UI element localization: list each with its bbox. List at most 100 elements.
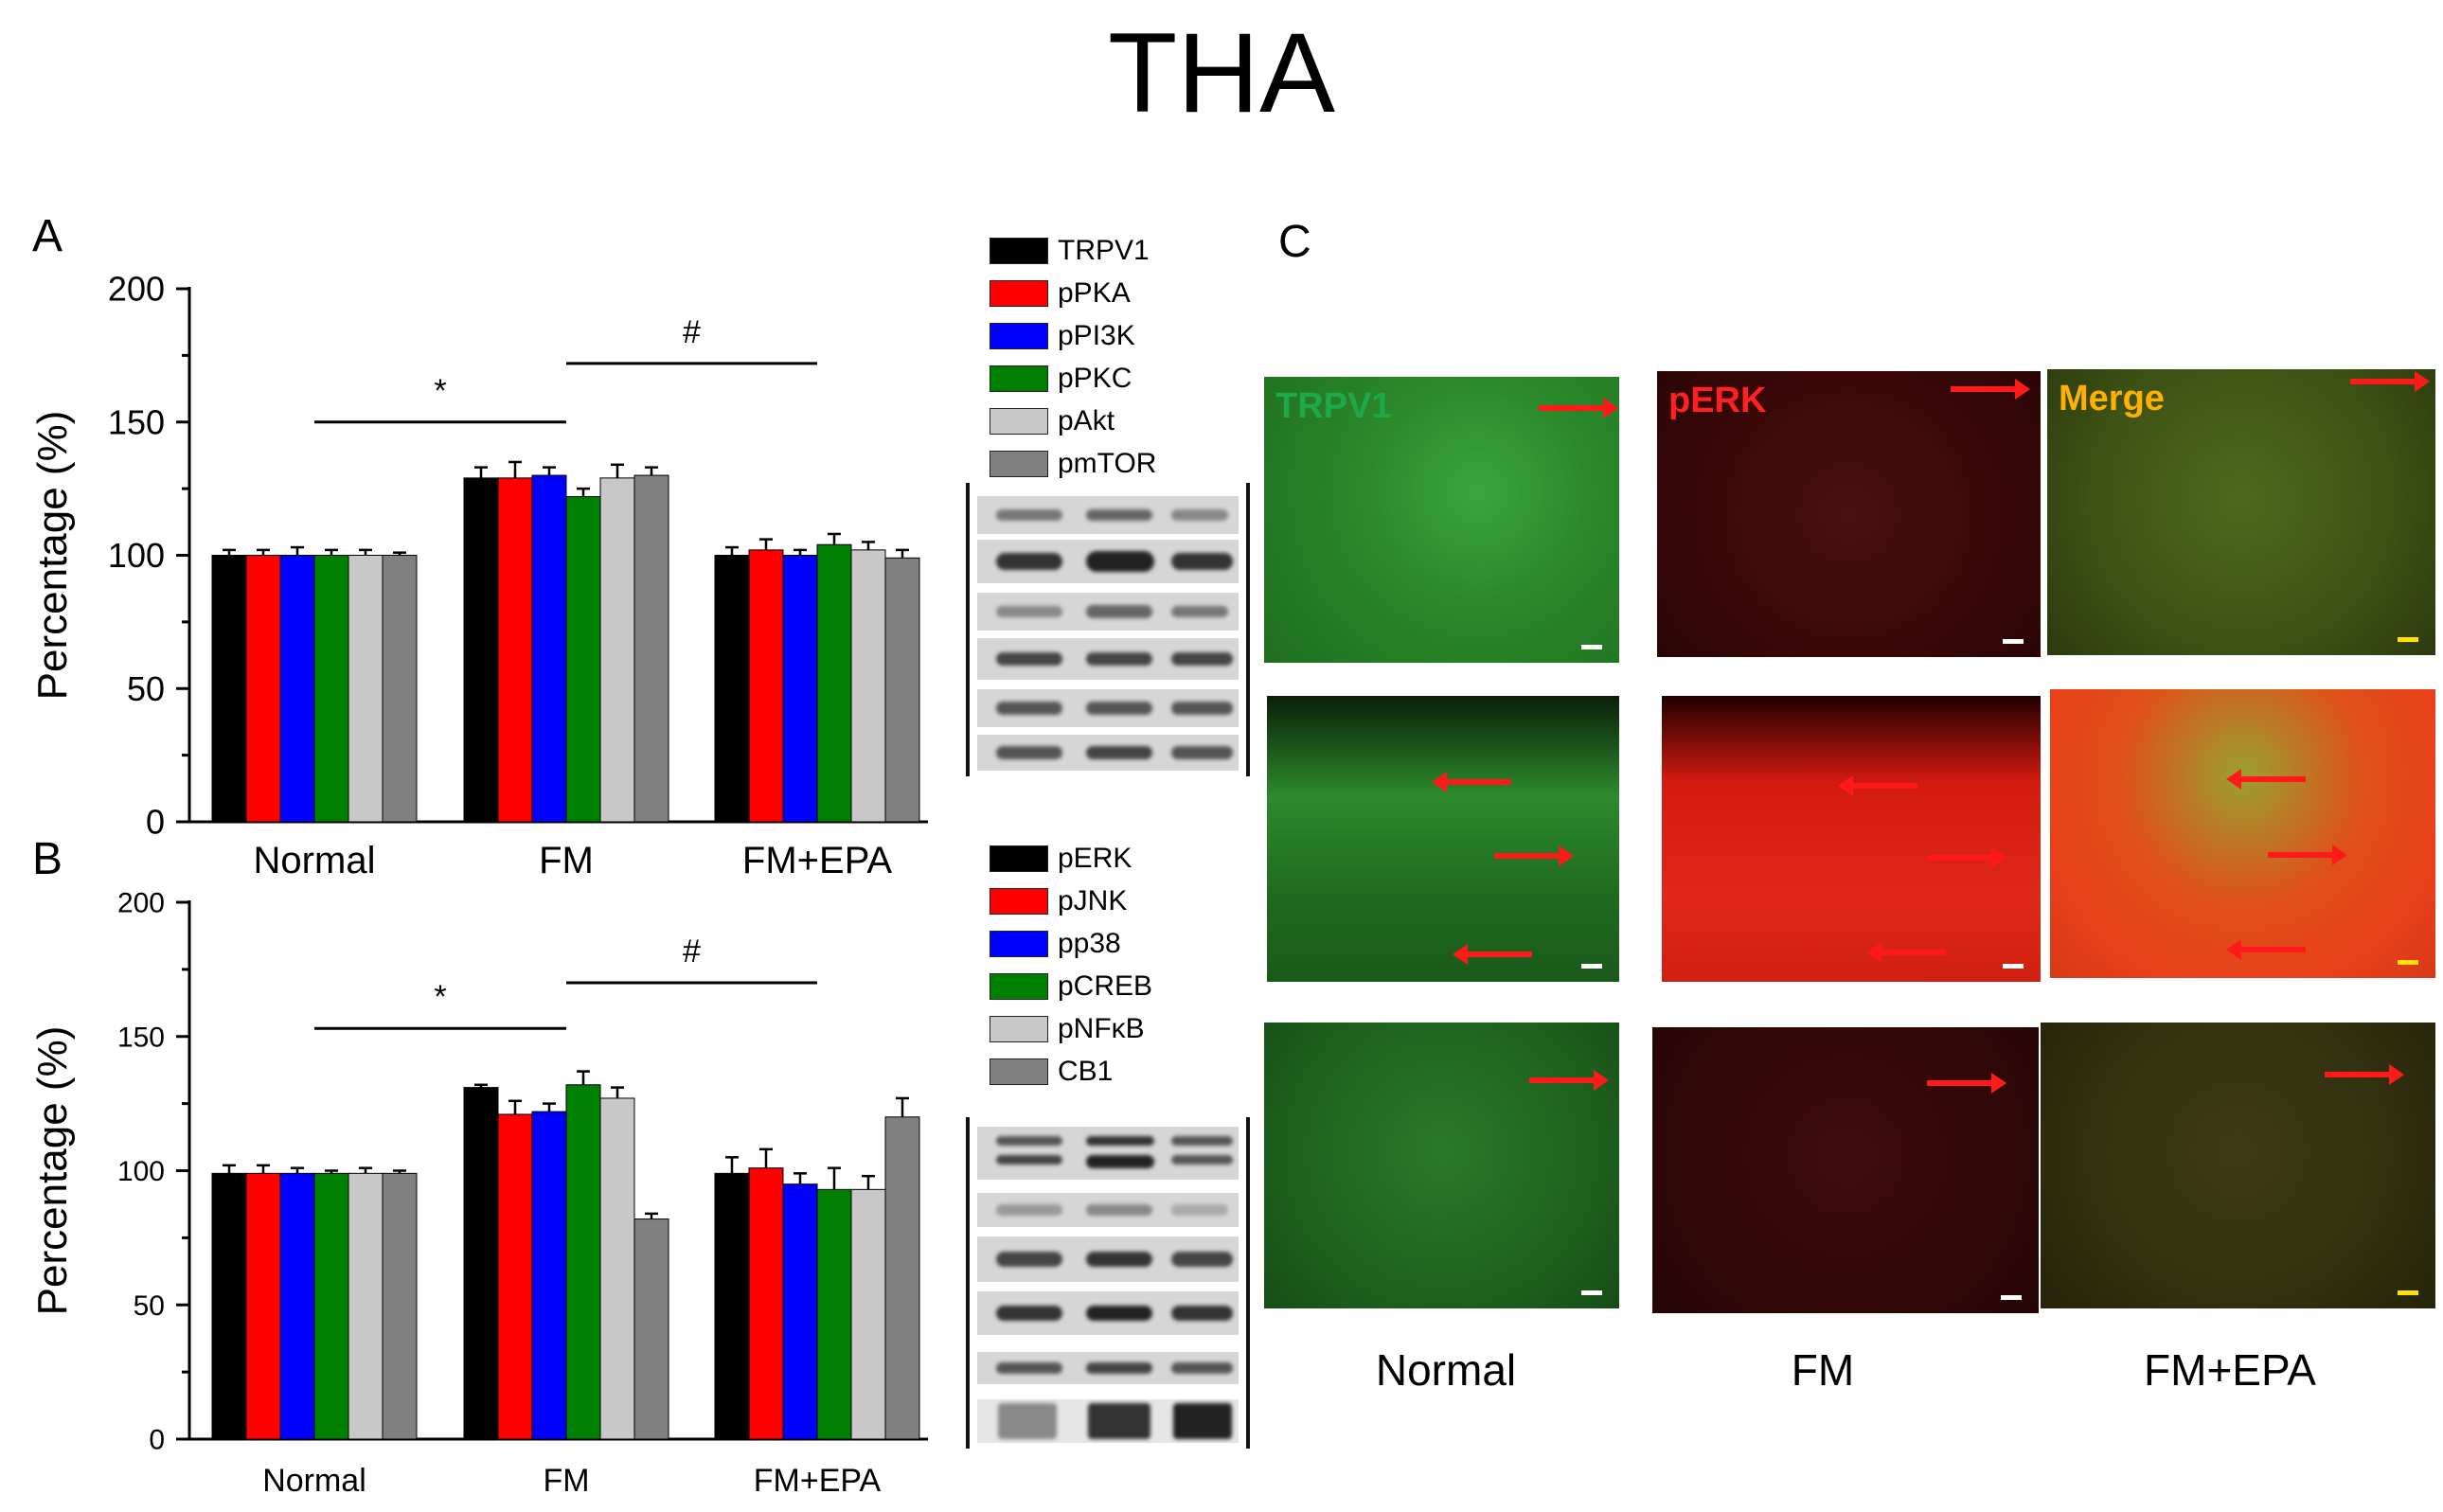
legend-label: pCREB [1058, 970, 1153, 1002]
legend-item: pERK [990, 843, 1132, 875]
scale-bar [1581, 1290, 1602, 1295]
channel-label: pERK [1668, 381, 1767, 420]
legend-item: pmTOR [990, 448, 1156, 480]
micrograph-normal-perk: pERK [1657, 371, 2041, 657]
blot-band [977, 540, 1239, 583]
y-tick-label: 50 [134, 1290, 165, 1322]
bar [850, 1188, 886, 1440]
blot-frame-right [1246, 483, 1250, 776]
arrow-icon [1529, 1070, 1609, 1091]
column-label-fm: FM [1791, 1345, 1855, 1395]
bar [348, 555, 383, 823]
swatch-ppkc [990, 365, 1048, 392]
bar [565, 496, 601, 823]
y-tick-label: 50 [127, 669, 165, 708]
scale-bar [2398, 637, 2418, 642]
arrow-icon [1494, 845, 1574, 866]
swatch-pmtor [990, 451, 1048, 477]
bar [211, 1172, 247, 1440]
bar [714, 1172, 750, 1440]
legend-item: pNFκB [990, 1013, 1145, 1045]
significance-mark: * [434, 373, 446, 409]
arrow-icon [2226, 769, 2306, 790]
blot-band [977, 638, 1239, 680]
scale-bar [1581, 964, 1602, 969]
bar [565, 1084, 601, 1440]
bar [714, 555, 750, 823]
micrograph-fmepa-merge [2041, 1023, 2435, 1308]
bar [850, 549, 886, 823]
bar [382, 555, 418, 823]
bar [211, 555, 247, 823]
arrow-icon [1927, 847, 2006, 868]
legend-label: pPKC [1058, 363, 1132, 394]
scale-bar [2398, 960, 2418, 965]
blot-frame-right [1246, 1117, 1250, 1449]
swatch-pakt [990, 408, 1048, 435]
panel-c-letter: C [1278, 217, 1311, 267]
panel-a-letter: A [32, 211, 63, 261]
bar [245, 555, 281, 823]
legend-label: CB1 [1058, 1056, 1114, 1087]
bar [633, 1218, 669, 1440]
western-blot-b [966, 1117, 1250, 1449]
legend-item: pAkt [990, 405, 1115, 437]
y-axis-label: Percentage (%) [29, 411, 76, 701]
panel-b-letter: B [32, 834, 63, 884]
y-tick-label: 0 [149, 1425, 165, 1456]
micrograph-normal-trpv1: TRPV1 [1264, 377, 1619, 663]
category-label: Normal [254, 840, 376, 881]
category-label: Normal [262, 1463, 366, 1499]
blot-band [977, 1352, 1239, 1384]
legend-label: pAkt [1058, 405, 1115, 436]
bar [782, 1183, 818, 1440]
blot-band [977, 496, 1239, 534]
bar [748, 1167, 784, 1440]
bar [884, 1116, 920, 1440]
micrograph-normal-merge: Merge [2047, 369, 2435, 655]
bar [497, 1113, 533, 1440]
arrow-icon [2268, 845, 2347, 865]
scale-bar [2398, 1290, 2418, 1295]
significance-mark: * [434, 979, 446, 1015]
scale-bar [2003, 964, 2024, 969]
y-tick-label: 200 [117, 888, 165, 919]
legend-item: CB1 [990, 1056, 1113, 1088]
bar [599, 1097, 635, 1440]
y-tick-label: 150 [117, 1022, 165, 1053]
swatch-pp38 [990, 931, 1048, 957]
scale-bar [2001, 1295, 2022, 1300]
blot-band [977, 1236, 1239, 1282]
bar [348, 1172, 383, 1440]
arrow-icon [1951, 379, 2030, 400]
western-blot-a [966, 483, 1250, 776]
blot-band [977, 1127, 1239, 1180]
significance-mark: # [683, 314, 701, 350]
micrograph-fmepa-trpv1 [1264, 1023, 1619, 1308]
swatch-perk [990, 845, 1048, 872]
bar [245, 1172, 281, 1440]
y-axis-label: Percentage (%) [29, 1026, 76, 1316]
legend-label: pmTOR [1058, 448, 1157, 479]
scale-bar [1581, 645, 1602, 649]
swatch-pcreb [990, 973, 1048, 1000]
y-tick-label: 100 [117, 1156, 165, 1187]
legend-label: pERK [1058, 843, 1132, 874]
bar [748, 549, 784, 823]
arrow-icon [1453, 944, 1532, 965]
bar [633, 474, 669, 823]
bar [816, 1188, 852, 1440]
swatch-pjnk [990, 888, 1048, 915]
channel-label: Merge [2059, 379, 2165, 418]
blot-frame-left [966, 1117, 970, 1449]
bar [463, 477, 499, 823]
bar [382, 1172, 418, 1440]
arrow-icon [1539, 398, 1618, 418]
arrow-icon [1432, 772, 1511, 792]
category-label: FM [543, 1463, 589, 1499]
bar [463, 1087, 499, 1440]
micrograph-fmepa-perk [1652, 1027, 2039, 1313]
channel-label: TRPV1 [1275, 386, 1392, 426]
bar [884, 557, 920, 823]
swatch-ppka [990, 280, 1048, 307]
